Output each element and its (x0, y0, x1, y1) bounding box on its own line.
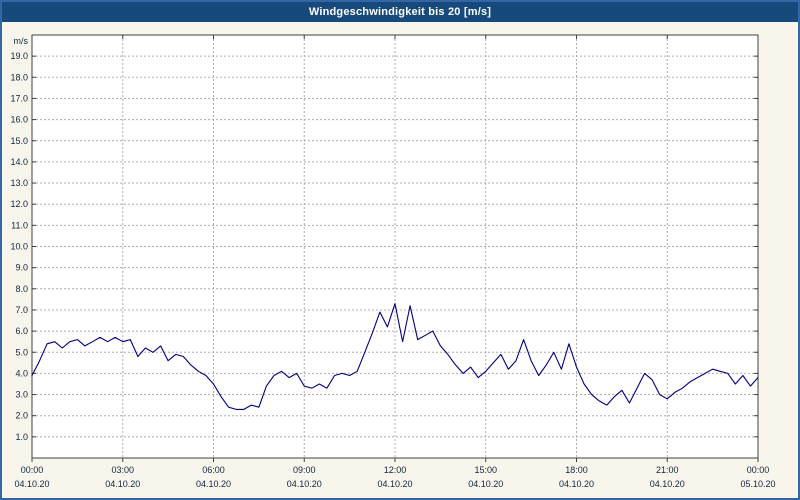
svg-text:4.0: 4.0 (15, 368, 28, 378)
svg-text:5.0: 5.0 (15, 347, 28, 357)
svg-text:04.10.20: 04.10.20 (559, 479, 594, 489)
svg-text:3.0: 3.0 (15, 390, 28, 400)
svg-text:12:00: 12:00 (384, 465, 407, 475)
svg-text:11.0: 11.0 (11, 220, 28, 230)
svg-text:1.0: 1.0 (15, 432, 28, 442)
svg-text:8.0: 8.0 (15, 284, 28, 294)
svg-text:18.0: 18.0 (10, 72, 28, 82)
svg-text:04.10.20: 04.10.20 (468, 479, 503, 489)
svg-text:04.10.20: 04.10.20 (14, 479, 49, 489)
svg-text:04.10.20: 04.10.20 (287, 479, 322, 489)
svg-text:9.0: 9.0 (15, 263, 28, 273)
plot-border (31, 34, 759, 459)
svg-text:18:00: 18:00 (565, 465, 588, 475)
svg-text:14.0: 14.0 (10, 157, 28, 167)
svg-text:04.10.20: 04.10.20 (105, 479, 140, 489)
x-gridlines (122, 35, 668, 458)
svg-text:03:00: 03:00 (111, 465, 134, 475)
svg-text:06:00: 06:00 (202, 465, 225, 475)
svg-text:6.0: 6.0 (15, 326, 28, 336)
y-axis-labels: 1.0 2.0 3.0 4.0 5.0 6.0 7.0 8.0 9.0 10.0 11.0 12.0 1… (10, 36, 28, 442)
svg-text:00:00: 00:00 (21, 465, 44, 475)
svg-text:09:00: 09:00 (293, 465, 316, 475)
chart-canvas: 1.0 2.0 3.0 4.0 5.0 6.0 7.0 8.0 9.0 10.0 11.0 12.0 1… (2, 22, 798, 498)
svg-text:7.0: 7.0 (15, 305, 28, 315)
y-axis-unit-label: m/s (14, 36, 29, 46)
svg-text:19.0: 19.0 (10, 51, 28, 61)
svg-text:15.0: 15.0 (10, 136, 28, 146)
wind-speed-chart: 1.0 2.0 3.0 4.0 5.0 6.0 7.0 8.0 9.0 10.0 11.0 12.0 1… (10, 34, 776, 489)
svg-text:21:00: 21:00 (656, 465, 679, 475)
svg-text:04.10.20: 04.10.20 (196, 479, 231, 489)
window-title-bar: Windgeschwindigkeit bis 20 [m/s] (2, 2, 798, 22)
svg-text:16.0: 16.0 (10, 115, 28, 125)
svg-text:05.10.20: 05.10.20 (740, 479, 775, 489)
svg-text:2.0: 2.0 (15, 411, 28, 421)
svg-text:17.0: 17.0 (10, 93, 28, 103)
svg-text:15:00: 15:00 (474, 465, 497, 475)
svg-text:12.0: 12.0 (10, 199, 28, 209)
svg-text:04.10.20: 04.10.20 (650, 479, 685, 489)
tick-marks (31, 35, 759, 462)
y-gridlines (32, 55, 758, 438)
svg-text:13.0: 13.0 (10, 178, 28, 188)
series-line-windgeschwindigkeit (31, 303, 759, 410)
x-axis-labels: 00:00 04.10.20 03:00 04.10.20 06:00 04.10.20 0… (14, 465, 775, 489)
svg-text:04.10.20: 04.10.20 (377, 479, 412, 489)
svg-text:10.0: 10.0 (10, 242, 28, 252)
svg-text:00:00: 00:00 (747, 465, 770, 475)
